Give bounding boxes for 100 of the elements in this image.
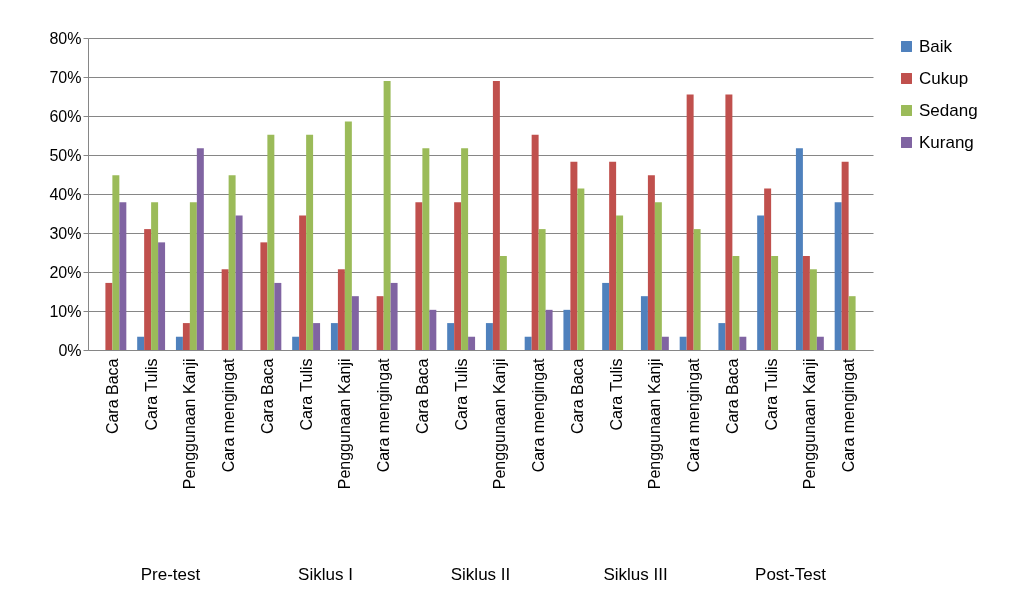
legend-label: Cukup — [919, 68, 969, 88]
bar — [809, 269, 817, 350]
bar — [538, 229, 546, 350]
y-tick-label: 20% — [49, 263, 82, 281]
bar — [570, 161, 578, 350]
x-tick-label: Cara mengingat — [685, 357, 703, 473]
bar — [739, 336, 747, 350]
bar — [545, 309, 553, 350]
x-tick-label: Cara Tulis — [452, 358, 470, 431]
bar — [422, 148, 430, 350]
x-tick-label: Cara mengingat — [840, 357, 858, 473]
bar — [499, 256, 507, 350]
bar — [447, 323, 455, 350]
y-tick-label: 0% — [58, 341, 82, 359]
bar — [235, 215, 243, 350]
x-tick-label: Cara Baca — [413, 358, 431, 435]
y-tick-label: 80% — [49, 29, 82, 47]
bar — [686, 94, 694, 350]
bar — [196, 148, 204, 350]
bar — [524, 336, 532, 350]
y-tick-label: 70% — [49, 68, 82, 86]
y-tick-label: 10% — [49, 302, 82, 320]
bar — [563, 309, 571, 350]
bar — [732, 256, 740, 350]
x-tick-label: Cara mengingat — [220, 357, 238, 473]
x-tick-label: Cara Baca — [258, 358, 276, 435]
legend-label: Sedang — [919, 100, 978, 120]
bar — [137, 336, 145, 350]
x-tick-label: Cara Tulis — [142, 358, 160, 431]
text: Siklus III — [603, 565, 668, 584]
text: Siklus II — [450, 565, 511, 584]
bar — [802, 256, 810, 350]
bar — [485, 323, 493, 350]
x-tick-label: Cara Baca — [103, 358, 121, 435]
bar — [454, 202, 462, 350]
bar — [182, 323, 190, 350]
bar — [841, 161, 849, 350]
bar — [175, 336, 183, 350]
bar — [144, 229, 152, 350]
bar — [834, 202, 842, 350]
bar — [112, 175, 120, 350]
text: Siklus I — [298, 565, 353, 584]
x-tick-label: Penggunaan Kanji — [336, 358, 354, 490]
y-tick-label: 50% — [49, 146, 82, 164]
bar — [151, 202, 159, 350]
bar — [764, 188, 772, 350]
legend-label: Kurang — [919, 132, 974, 152]
bar — [795, 148, 803, 350]
bar — [415, 202, 423, 350]
bar — [661, 336, 669, 350]
bar — [718, 323, 726, 350]
bar — [602, 282, 610, 350]
bar — [221, 269, 229, 350]
x-tick-label: Penggunaan Kanji — [801, 358, 819, 490]
bar — [461, 148, 469, 350]
bar — [725, 94, 733, 350]
bar — [330, 323, 338, 350]
bar — [267, 134, 275, 350]
x-tick-label: Cara mengingat — [530, 357, 548, 473]
x-tick-label: Cara Tulis — [297, 358, 315, 431]
bar — [313, 323, 321, 350]
x-tick-label: Cara Baca — [723, 358, 741, 435]
legend-label: Baik — [919, 36, 953, 56]
text: Pre-test — [140, 565, 201, 584]
bar — [105, 282, 113, 350]
bar — [158, 242, 166, 350]
bar — [531, 134, 539, 350]
x-tick-label: Cara Tulis — [762, 358, 780, 431]
bar — [492, 80, 500, 350]
bar — [337, 269, 345, 350]
bar — [693, 229, 701, 350]
bar — [228, 175, 236, 350]
bar — [647, 175, 655, 350]
bar — [577, 188, 585, 350]
bar — [376, 296, 384, 350]
bar — [429, 309, 437, 350]
bar — [848, 296, 856, 350]
bar — [260, 242, 268, 350]
bar — [119, 202, 127, 350]
bar — [390, 282, 398, 350]
bar — [468, 336, 476, 350]
x-tick-label: Penggunaan Kanji — [181, 358, 199, 490]
bar — [306, 134, 314, 350]
x-tick-label: Cara mengingat — [375, 357, 393, 473]
bar — [344, 121, 352, 350]
bar — [383, 80, 391, 350]
x-tick-label: Cara Baca — [568, 358, 586, 435]
bar — [299, 215, 307, 350]
x-tick-label: Cara Tulis — [607, 358, 625, 431]
y-tick-label: 60% — [49, 107, 82, 125]
bar — [654, 202, 662, 350]
text: Post-Test — [755, 565, 827, 584]
x-tick-label: Penggunaan Kanji — [491, 358, 509, 490]
bar — [816, 336, 824, 350]
y-tick-label: 40% — [49, 185, 82, 203]
bar — [679, 336, 687, 350]
bar — [292, 336, 300, 350]
bar — [351, 296, 359, 350]
bar — [189, 202, 197, 350]
bar — [609, 161, 617, 350]
